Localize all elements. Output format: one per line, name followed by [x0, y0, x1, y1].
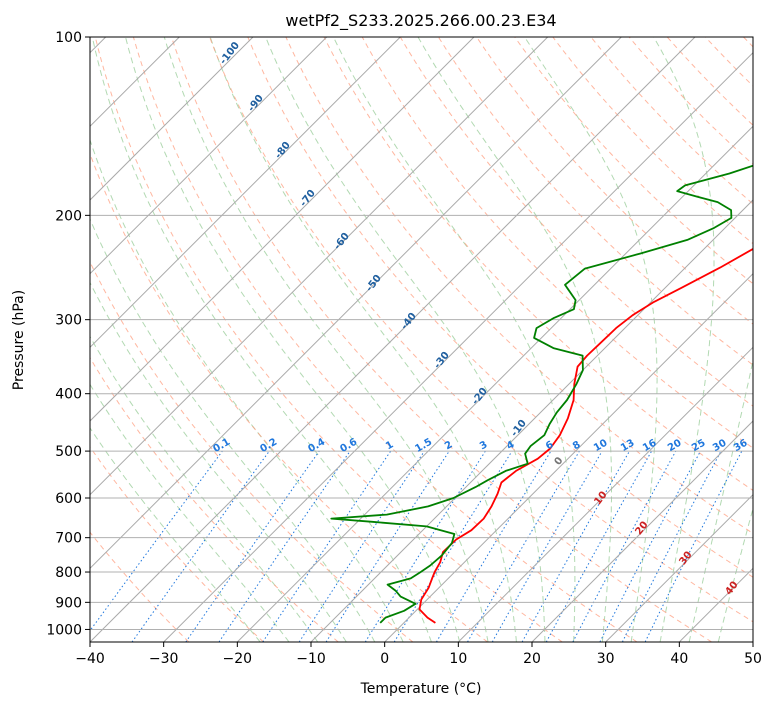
- moist-adiabat: [717, 506, 753, 642]
- x-tick-label: −40: [75, 651, 105, 667]
- mixing-ratio-line: [298, 450, 425, 642]
- x-tick-label: 0: [380, 651, 389, 667]
- x-tick-label: −20: [223, 651, 253, 667]
- mixing-ratio-label: 1: [384, 439, 396, 452]
- mixing-ratio-line: [393, 450, 513, 642]
- dry-adiabat: [94, 37, 563, 642]
- dry-adiabat: [361, 37, 753, 449]
- y-tick-label: 100: [55, 30, 82, 46]
- y-tick-label: 800: [55, 565, 82, 581]
- y-axis-title: Pressure (hPa): [11, 290, 27, 390]
- moist-adiabat: [125, 37, 461, 642]
- x-axis-title: Temperature (°C): [360, 681, 482, 697]
- isotherm-line: [457, 346, 753, 642]
- temperature-line: [418, 247, 753, 624]
- isotherm-line: [90, 37, 254, 201]
- mixing-ratio-line: [572, 450, 677, 642]
- moist-adiabat: [417, 37, 612, 642]
- moist-adiabat: [90, 383, 290, 642]
- isotherm-line: [90, 37, 696, 642]
- mixing-ratio-line: [218, 450, 351, 642]
- y-tick-label: 700: [55, 531, 82, 547]
- dry-adiabat: [90, 531, 190, 642]
- moist-adiabat: [524, 37, 658, 642]
- mixing-ratio-line: [644, 450, 743, 642]
- mixing-ratio-line: [545, 450, 653, 642]
- mixing-ratio-line: [325, 450, 450, 642]
- iso-labels: -100-90-80-70-60-50-40-30-20-10010203040…: [211, 40, 749, 597]
- dewpoint-line: [330, 164, 753, 624]
- y-tick-label: 600: [55, 491, 82, 507]
- y-tick-label: 400: [55, 387, 82, 403]
- mixing-ratio-label: 6: [544, 439, 556, 452]
- x-tick-label: 10: [449, 651, 467, 667]
- y-tick-label: 1000: [46, 622, 82, 638]
- moist-adiabat: [688, 358, 753, 642]
- dry-adiabat: [171, 37, 712, 642]
- isotherm-line: [384, 272, 753, 642]
- isotherm-line: [605, 493, 753, 642]
- dry-adiabat: [399, 37, 753, 407]
- mixing-ratio-line: [262, 450, 392, 642]
- mixing-ratio-lines: [90, 450, 743, 642]
- mixing-ratio-label: 3: [478, 439, 490, 452]
- dry-adiabats: [90, 37, 753, 642]
- moist-adiabat: [91, 37, 432, 642]
- dry-adiabat: [514, 37, 753, 285]
- mixing-ratio-line: [521, 450, 630, 642]
- y-tick-label: 900: [55, 595, 82, 611]
- isotherm-line: [90, 37, 549, 496]
- x-tick-label: −30: [149, 651, 179, 667]
- y-tick-label: 300: [55, 313, 82, 329]
- dry-adiabat: [132, 37, 638, 642]
- moist-adiabat: [90, 217, 376, 642]
- isotherm-line: [90, 37, 475, 422]
- mixing-ratio-line: [131, 450, 270, 642]
- moist-adiabat: [209, 37, 517, 642]
- isotherm-line: [90, 37, 622, 570]
- plot-area: -100-90-80-70-60-50-40-30-20-10010203040…: [90, 37, 753, 642]
- isotherm-line: [90, 37, 328, 275]
- mixing-ratio-label: 2: [443, 439, 455, 452]
- isotherm-line: [531, 420, 753, 642]
- moist-adiabat: [90, 335, 319, 642]
- plot-frame: [89, 36, 754, 643]
- x-tick-label: 40: [670, 651, 688, 667]
- sounding-lines: [330, 164, 753, 624]
- moist-adiabat: [653, 37, 715, 642]
- moist-adiabat: [90, 281, 347, 642]
- skew-isotherms: [90, 37, 753, 642]
- mixing-ratio-line: [90, 450, 223, 632]
- y-tick-label: 500: [55, 444, 82, 460]
- x-tick-label: 50: [744, 651, 762, 667]
- moist-adiabat: [90, 427, 261, 642]
- dry-adiabat: [247, 37, 753, 578]
- moist-adiabat: [265, 37, 546, 642]
- isotherm-line: [236, 125, 753, 642]
- x-axis-ticks: −40 −30 −20 −10 0 10 20 30 40 50: [75, 642, 762, 667]
- y-axis-ticks: 1000 900 800 700 600 500 400 300 200 100: [46, 30, 90, 638]
- dry-adiabat: [90, 152, 488, 642]
- isotherm-line: [163, 51, 753, 642]
- x-tick-label: −10: [296, 651, 326, 667]
- x-tick-label: 20: [523, 651, 541, 667]
- dry-adiabat: [209, 37, 753, 623]
- dry-adiabat: [90, 356, 339, 642]
- y-tick-label: 200: [55, 208, 82, 224]
- mixing-ratio-label: 8: [571, 439, 583, 452]
- isotherm-line: [310, 199, 753, 642]
- isotherm-line: [90, 37, 401, 349]
- x-tick-label: 30: [597, 651, 615, 667]
- moist-adiabat: [90, 138, 404, 642]
- mixing-ratio-label: 4: [505, 439, 517, 452]
- dry-adiabat: [90, 446, 264, 642]
- mixing-ratio-line: [185, 450, 320, 642]
- chart-title: wetPf2_S233.2025.266.00.23.E34: [285, 11, 556, 31]
